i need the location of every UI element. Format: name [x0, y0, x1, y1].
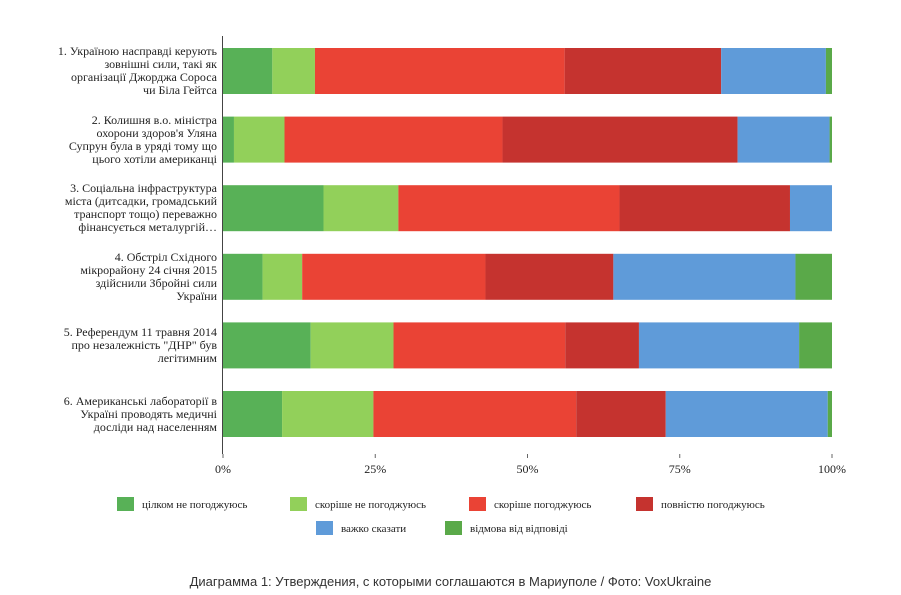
bar-segment — [613, 253, 796, 300]
x-tick-label: 100% — [818, 462, 846, 476]
bar-segment — [233, 116, 285, 163]
bar-segment — [373, 391, 577, 437]
bar-segment — [262, 253, 303, 300]
bar-segment — [829, 116, 832, 163]
legend-swatch — [469, 497, 486, 511]
bar-segment — [789, 185, 832, 232]
legend-label: важко сказати — [341, 523, 406, 535]
legend-label: повністю погоджуюсь — [661, 499, 765, 511]
category-label: 1. Україною насправді керують зовнішні с… — [57, 44, 217, 97]
bar-segment — [827, 391, 832, 437]
bar-segment — [638, 322, 800, 369]
x-tick-label: 50% — [517, 462, 539, 476]
chart-canvas: 0% 25% 50% 75% 100% цілком не погоджуюсь скорі… — [117, 36, 846, 535]
legend-swatch — [117, 497, 134, 511]
bar-segment — [223, 322, 311, 369]
bar-segment — [619, 185, 790, 232]
bar-segment — [223, 185, 324, 232]
chart-caption: Диаграмма 1: Утверждения, с которыми сог… — [189, 574, 712, 589]
category-label: 5. Референдум 11 травня 2014 про незалеж… — [63, 324, 217, 365]
bar-segment — [223, 253, 263, 300]
bar-segment — [576, 391, 666, 437]
bar-segment — [825, 48, 832, 94]
category-label: 6. Американські лабораторії в Україні пр… — [63, 393, 217, 434]
bar-segment — [302, 253, 486, 300]
bar-segment — [737, 116, 830, 163]
bar-segment — [799, 322, 832, 369]
legend-swatch — [290, 497, 307, 511]
legend-swatch — [445, 521, 462, 535]
legend-label: відмова від відповіді — [470, 523, 568, 535]
legend-label: скоріше не погоджуюсь — [315, 499, 426, 511]
x-tick-label: 75% — [669, 462, 691, 476]
category-label: 4. Обстріл Східного мікрорайону 24 січня… — [80, 249, 217, 303]
bar-segment — [284, 116, 503, 163]
bar-segment — [282, 391, 374, 437]
bar-segment — [223, 391, 283, 437]
x-tick-label: 0% — [215, 462, 231, 476]
bar-segment — [223, 48, 273, 94]
bar-segment — [310, 322, 394, 369]
legend-swatch — [316, 521, 333, 535]
bar-segment — [795, 253, 832, 300]
legend-label: цілком не погоджуюсь — [142, 499, 247, 511]
bar-segment — [665, 391, 828, 437]
legend-swatch — [636, 497, 653, 511]
bar-segment — [485, 253, 614, 300]
category-label: 3. Соціальна інфраструктура міста (дитса… — [64, 181, 217, 235]
bar-segment — [398, 185, 620, 232]
bar-segment — [721, 48, 826, 94]
stacked-bar-chart: 0% 25% 50% 75% 100% цілком не погоджуюсь скорі… — [57, 36, 846, 535]
bar-segment — [323, 185, 399, 232]
bar-segment — [565, 322, 639, 369]
legend-label: скоріше погоджуюсь — [494, 499, 591, 511]
bar-segment — [314, 48, 565, 94]
bar-segment — [272, 48, 315, 94]
bar-segment — [223, 116, 234, 163]
bar-segment — [564, 48, 722, 94]
bar-segment — [502, 116, 738, 163]
bar-segment — [393, 322, 566, 369]
x-tick-label: 25% — [364, 462, 386, 476]
category-label: 2. Колишня в.о. міністра охорони здоров'… — [68, 112, 217, 166]
